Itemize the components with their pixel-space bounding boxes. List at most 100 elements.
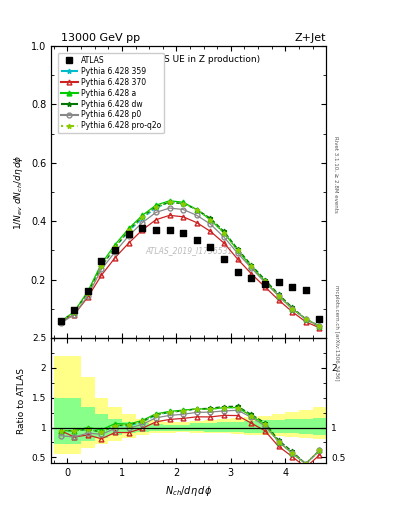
Pythia 6.428 pro-q2o [99,263,104,269]
Pythia 6.428 dw [113,244,118,250]
Pythia 6.428 p0 [154,209,158,216]
Pythia 6.428 dw [235,246,240,252]
Pythia 6.428 p0 [263,280,267,286]
Pythia 6.428 pro-q2o [276,292,281,298]
Pythia 6.428 p0 [303,316,308,322]
Pythia 6.428 pro-q2o [167,199,172,205]
Pythia 6.428 370 [195,220,199,226]
Pythia 6.428 dw [276,291,281,297]
Pythia 6.428 a [181,199,185,205]
Pythia 6.428 a [99,261,104,267]
Pythia 6.428 359 [222,230,226,236]
Pythia 6.428 359 [58,319,63,325]
Pythia 6.428 359 [263,278,267,284]
ATLAS [98,257,105,265]
Pythia 6.428 pro-q2o [290,306,294,312]
Line: Pythia 6.428 a: Pythia 6.428 a [58,198,322,329]
Pythia 6.428 dw [181,201,185,207]
Pythia 6.428 pro-q2o [154,203,158,210]
Line: Pythia 6.428 370: Pythia 6.428 370 [58,213,322,330]
Pythia 6.428 359 [72,309,77,315]
Pythia 6.428 pro-q2o [222,230,226,236]
ATLAS [180,229,186,237]
Pythia 6.428 370 [249,271,253,277]
Text: 13000 GeV pp: 13000 GeV pp [61,33,140,42]
Pythia 6.428 370 [222,240,226,246]
Pythia 6.428 370 [58,319,63,325]
Pythia 6.428 p0 [290,306,294,312]
Pythia 6.428 359 [99,263,104,269]
Pythia 6.428 p0 [58,321,63,327]
Pythia 6.428 a [72,309,77,315]
Pythia 6.428 pro-q2o [263,278,267,284]
ATLAS [126,230,132,239]
Pythia 6.428 359 [86,290,90,296]
Pythia 6.428 dw [72,309,77,315]
Pythia 6.428 pro-q2o [113,244,118,250]
Pythia 6.428 359 [303,316,308,322]
Line: Pythia 6.428 p0: Pythia 6.428 p0 [58,206,322,329]
ATLAS [303,286,309,294]
Pythia 6.428 dw [58,319,63,325]
ATLAS [207,243,213,251]
Pythia 6.428 p0 [140,220,145,226]
Pythia 6.428 a [303,316,308,322]
Pythia 6.428 pro-q2o [140,214,145,220]
Text: mcplots.cern.ch [arXiv:1306.3436]: mcplots.cern.ch [arXiv:1306.3436] [334,285,338,380]
Pythia 6.428 dw [317,323,322,329]
Pythia 6.428 a [86,288,90,294]
Pythia 6.428 dw [290,304,294,310]
Pythia 6.428 359 [167,199,172,205]
Pythia 6.428 pro-q2o [195,206,199,212]
Pythia 6.428 370 [86,294,90,300]
Pythia 6.428 a [249,263,253,269]
Pythia 6.428 pro-q2o [58,319,63,325]
X-axis label: $N_{ch}/d\eta\, d\phi$: $N_{ch}/d\eta\, d\phi$ [165,484,212,498]
Text: Rivet 3.1.10, ≥ 2.8M events: Rivet 3.1.10, ≥ 2.8M events [334,136,338,212]
Pythia 6.428 370 [208,228,213,234]
Y-axis label: $1/N_{ev}$ $dN_{ch}/d\eta\, d\phi$: $1/N_{ev}$ $dN_{ch}/d\eta\, d\phi$ [12,154,25,230]
Text: Z+Jet: Z+Jet [295,33,326,42]
Pythia 6.428 dw [154,203,158,210]
Pythia 6.428 370 [235,256,240,262]
Pythia 6.428 359 [317,323,322,329]
Pythia 6.428 a [290,306,294,312]
Pythia 6.428 359 [290,306,294,312]
Pythia 6.428 370 [303,319,308,325]
Pythia 6.428 p0 [86,292,90,298]
ATLAS [194,236,200,244]
Pythia 6.428 dw [303,316,308,322]
Pythia 6.428 p0 [181,206,185,212]
Pythia 6.428 a [58,319,63,325]
Pythia 6.428 a [208,217,213,223]
Pythia 6.428 p0 [127,232,131,239]
Pythia 6.428 p0 [72,311,77,317]
Pythia 6.428 359 [181,201,185,207]
Pythia 6.428 a [263,278,267,284]
Pythia 6.428 370 [317,325,322,331]
Pythia 6.428 370 [99,272,104,278]
Pythia 6.428 pro-q2o [317,323,322,329]
Pythia 6.428 370 [127,240,131,246]
Pythia 6.428 dw [208,215,213,221]
Pythia 6.428 pro-q2o [181,201,185,207]
ATLAS [262,280,268,288]
Pythia 6.428 359 [249,263,253,269]
ATLAS [275,279,282,287]
Pythia 6.428 pro-q2o [86,290,90,296]
Pythia 6.428 p0 [222,234,226,240]
ATLAS [112,246,118,254]
Pythia 6.428 pro-q2o [208,217,213,223]
ATLAS [139,224,145,232]
Pythia 6.428 359 [208,217,213,223]
Pythia 6.428 370 [263,284,267,290]
Pythia 6.428 p0 [208,221,213,227]
Pythia 6.428 pro-q2o [127,227,131,233]
Line: Pythia 6.428 359: Pythia 6.428 359 [58,200,322,329]
Pythia 6.428 a [317,323,322,329]
Pythia 6.428 370 [290,309,294,315]
Pythia 6.428 a [140,212,145,219]
Pythia 6.428 p0 [317,323,322,329]
Pythia 6.428 359 [113,244,118,250]
Pythia 6.428 a [113,242,118,248]
